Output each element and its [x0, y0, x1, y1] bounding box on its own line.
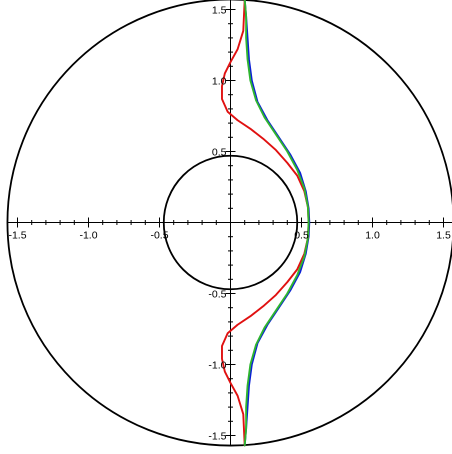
y-tick-label: -1.0: [208, 360, 226, 372]
outer-circle: [6, 0, 452, 447]
axes-layer: [7, 0, 452, 446]
x-tick-label: 0.5: [294, 230, 309, 242]
y-tick-label: 1.0: [212, 76, 227, 88]
y-tick-label: -1.5: [208, 431, 226, 443]
x-tick-label: -1.0: [79, 230, 97, 242]
x-tick-label: 1.0: [365, 230, 380, 242]
tick-labels-layer: -1.5 -1.0 -0.5 1.0 1.5 0.5 1.5 1.0 0.5 -0.5 -1.0 -1…: [8, 5, 450, 443]
y-tick-label: 1.5: [212, 5, 227, 17]
y-tick-label: 0.5: [212, 147, 227, 159]
curve-series-3: [243, 0, 310, 447]
x-tick-label: -0.5: [150, 230, 168, 242]
x-tick-label: -1.5: [8, 230, 26, 242]
x-tick-label: 1.5: [436, 230, 451, 242]
y-tick-label: -0.5: [208, 289, 226, 301]
curves-layer: [221, 0, 311, 447]
